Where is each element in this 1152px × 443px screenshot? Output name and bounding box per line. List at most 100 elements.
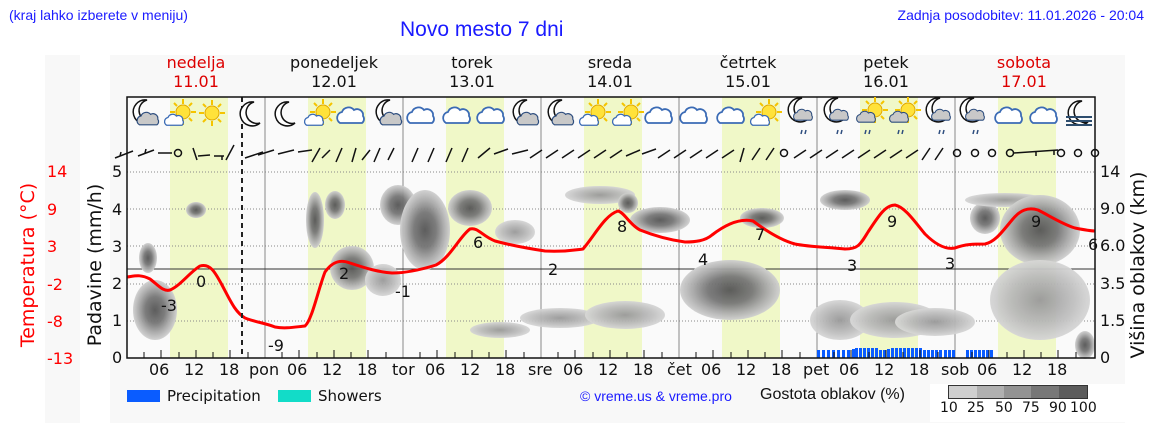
cloud-height-tick: 3.5 <box>1100 274 1126 293</box>
x-tick: 06 <box>149 360 170 379</box>
svg-text:4: 4 <box>698 250 708 269</box>
plot-frame <box>126 96 1096 359</box>
temp-tick: 14 <box>47 162 68 181</box>
x-tick: 06 <box>977 360 998 379</box>
cloud-height-tick: 9.0 <box>1100 199 1126 218</box>
last-update: Zadnja posodobitev: 11.01.2026 - 20:04 <box>897 7 1144 23</box>
precipitation-bars <box>817 348 993 358</box>
x-tick-day: pet <box>803 360 830 379</box>
wind-barbs <box>114 144 1100 163</box>
x-tick: 12 <box>322 360 343 379</box>
moon-cloud-rain-icon <box>787 97 813 135</box>
day-header-6: sobota 17.01 <box>996 53 1052 91</box>
x-tick-day: tor <box>392 360 415 379</box>
x-tick: 06 <box>839 360 860 379</box>
precip-tick: 3 <box>112 237 123 256</box>
svg-text:7: 7 <box>755 225 765 244</box>
cloud-height-tick: 1.5 <box>1100 311 1126 330</box>
precipitation-legend-label: Precipitation <box>167 387 261 405</box>
x-tick-day: pon <box>249 360 280 379</box>
svg-text:9: 9 <box>1031 212 1041 231</box>
svg-text:-9: -9 <box>268 336 284 355</box>
density-tick: 100 <box>1070 400 1097 416</box>
precip-tick: 2 <box>112 274 123 293</box>
x-tick: 18 <box>771 360 792 379</box>
showers-legend-swatch <box>278 390 311 402</box>
cloud-height-tick: 6.0 <box>1100 236 1126 255</box>
density-tick: 90 <box>1049 400 1067 416</box>
x-tick: 18 <box>219 360 240 379</box>
cloud-density-field <box>133 185 1095 359</box>
menu-hint-link[interactable]: (kraj lahko izberete v meniju) <box>9 7 188 23</box>
moon-cloud-rain-icon <box>959 97 985 135</box>
svg-text:3: 3 <box>945 254 955 273</box>
temp-tick: 3 <box>47 237 58 256</box>
day-header-2: torek 13.01 <box>449 53 495 91</box>
density-tick: 75 <box>1022 400 1040 416</box>
x-tick: 06 <box>425 360 446 379</box>
x-tick: 12 <box>460 360 481 379</box>
x-tick: 12 <box>598 360 619 379</box>
day-header-4: četrtek 15.01 <box>719 53 777 91</box>
svg-text:9: 9 <box>887 212 897 231</box>
temp-scale-panel <box>45 55 80 423</box>
sun-cloud-rain-icon <box>856 96 889 135</box>
precip-tick: 0 <box>112 348 123 367</box>
copyright-link[interactable]: © vreme.us & vreme.pro <box>580 388 732 404</box>
x-ticks <box>143 350 1077 358</box>
temp-tick: -8 <box>47 312 63 331</box>
svg-text:6: 6 <box>473 233 483 252</box>
svg-text:6: 6 <box>1088 235 1098 254</box>
svg-text:3: 3 <box>847 256 857 275</box>
moon-cloud-rain-icon <box>925 97 951 135</box>
x-tick: 18 <box>495 360 516 379</box>
moon-cloud-rain-icon <box>823 97 849 135</box>
density-tick: 50 <box>995 400 1013 416</box>
svg-text:-3: -3 <box>161 296 177 315</box>
x-tick: 18 <box>357 360 378 379</box>
day-header-5: petek 16.01 <box>863 53 909 91</box>
day-header-0: nedelja 11.01 <box>166 53 226 91</box>
sun-cloud-rain-icon <box>889 96 922 135</box>
x-tick: 12 <box>184 360 205 379</box>
svg-text:8: 8 <box>617 217 627 236</box>
page-title: Novo mesto 7 dni <box>400 18 564 41</box>
temperature-line <box>126 203 1096 330</box>
svg-text:2: 2 <box>339 264 349 283</box>
x-tick-day: sob <box>941 360 970 379</box>
precipitation-legend-swatch <box>127 390 160 402</box>
x-tick: 06 <box>563 360 584 379</box>
x-tick-day: sre <box>528 360 553 379</box>
cloud-density-colorbar <box>948 385 1088 399</box>
x-tick: 12 <box>874 360 895 379</box>
day-header-3: sreda 14.01 <box>587 53 633 91</box>
x-tick: 06 <box>701 360 722 379</box>
x-axis: 06 12 18 pon 06 12 18 tor 06 12 18 sre 0… <box>127 360 1095 382</box>
temp-tick: -2 <box>47 275 63 294</box>
precip-tick: 1 <box>112 311 123 330</box>
precip-tick: 5 <box>112 162 123 181</box>
day-header-1: ponedeljek 12.01 <box>290 53 378 91</box>
svg-text:-1: -1 <box>395 282 411 301</box>
svg-text:0: 0 <box>196 272 206 291</box>
x-tick: 18 <box>633 360 654 379</box>
weather-icons <box>132 96 1092 135</box>
x-tick: 18 <box>1047 360 1068 379</box>
x-tick: 12 <box>736 360 757 379</box>
precip-tick: 4 <box>112 200 123 219</box>
moon-fog-icon <box>1066 100 1092 126</box>
density-tick: 25 <box>967 400 985 416</box>
x-tick: 12 <box>1012 360 1033 379</box>
temp-tick: 9 <box>47 200 58 219</box>
showers-legend-label: Showers <box>318 387 382 405</box>
x-tick: 06 <box>287 360 308 379</box>
cloud-height-tick: 0 <box>1100 348 1111 367</box>
x-tick-day: čet <box>667 360 692 379</box>
cloud-height-tick: 14 <box>1100 162 1121 181</box>
x-tick: 18 <box>909 360 930 379</box>
density-tick: 10 <box>940 400 958 416</box>
temp-tick: -13 <box>47 349 74 368</box>
cloud-density-label: Gostota oblakov (%) <box>760 386 905 403</box>
svg-text:2: 2 <box>548 260 558 279</box>
